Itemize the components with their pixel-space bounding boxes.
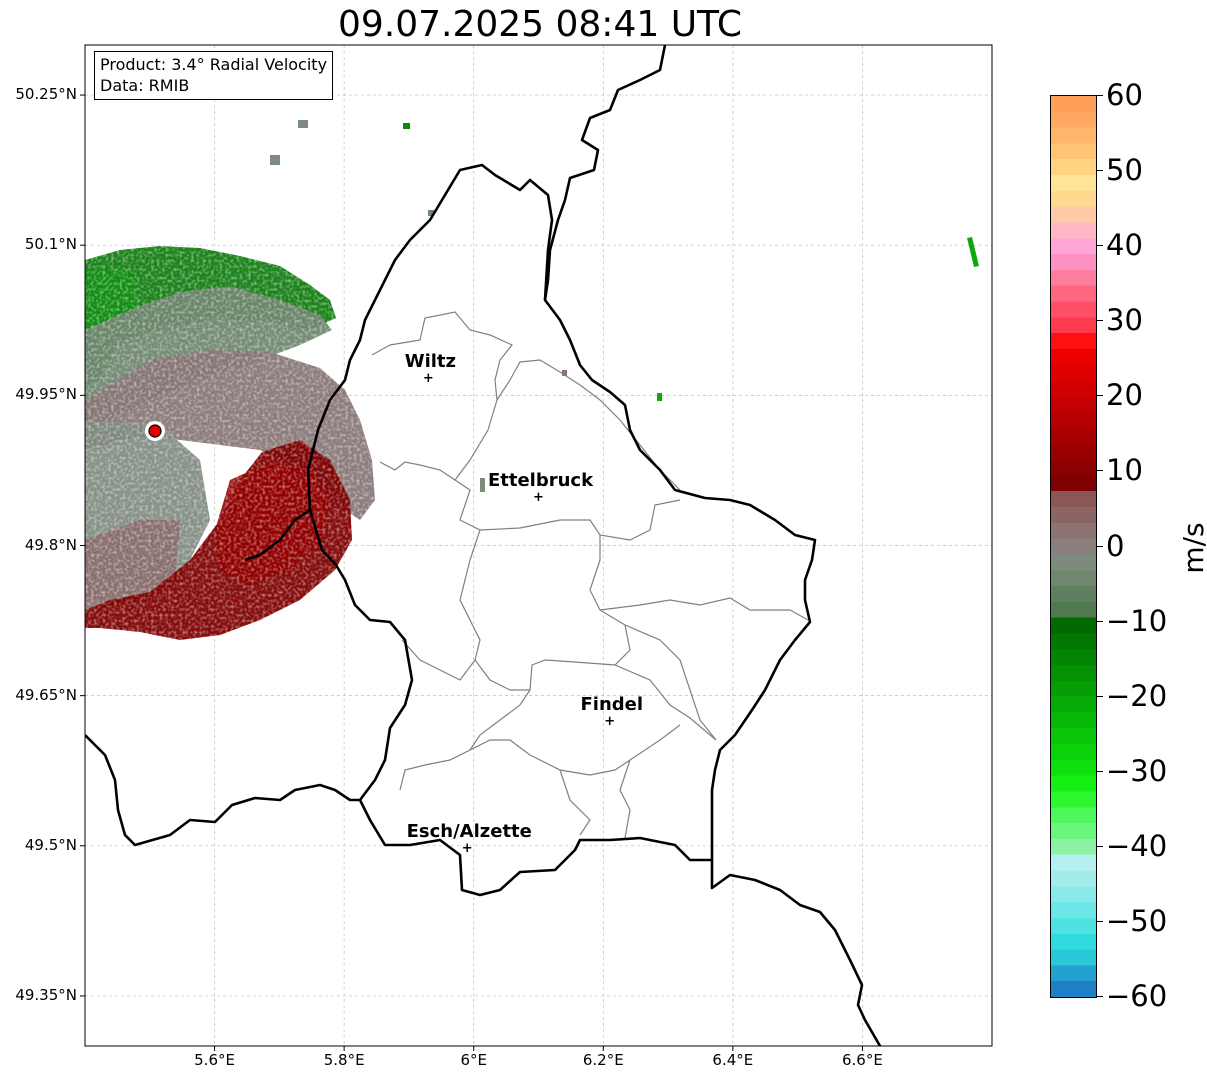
lon-tick-label: 5.8°E [323, 1051, 365, 1069]
map-border [84, 44, 993, 1047]
colorbar-tick [1096, 695, 1103, 697]
lat-tick-label: 49.8°N [24, 535, 77, 554]
colorbar [1050, 95, 1097, 998]
colorbar-tick [1096, 920, 1103, 922]
colorbar-tick-label: −40 [1106, 828, 1168, 863]
echo-isolated [403, 123, 410, 129]
product-info-box: Product: 3.4° Radial Velocity Data: RMIB [94, 51, 334, 100]
lat-tick-label: 49.65°N [15, 685, 77, 704]
echo-isolated [657, 393, 662, 401]
colorbar-tick-label: 50 [1106, 153, 1143, 188]
colorbar-tick [1096, 470, 1103, 472]
canton-boundaries [371, 311, 809, 839]
lon-tick-marks [214, 1046, 863, 1051]
lat-tick-label: 50.25°N [15, 85, 77, 104]
colorbar-tick [1096, 95, 1103, 96]
colorbar-unit-label: m/s [1177, 522, 1207, 574]
colorbar-tick-label: 30 [1106, 303, 1143, 338]
colorbar-tick [1096, 170, 1103, 172]
colorbar-tick-label: −30 [1106, 753, 1168, 788]
colorbar-tick-label: 0 [1106, 528, 1125, 563]
city-marker: + [533, 490, 544, 506]
border-belgium-south [244, 508, 311, 562]
border-germany-east [543, 45, 882, 1046]
lat-tick-label: 49.5°N [24, 835, 77, 854]
colorbar-tick-label: 60 [1106, 78, 1143, 112]
chart-title: 09.07.2025 08:41 UTC [337, 4, 743, 45]
city-label: Findel [580, 693, 644, 715]
city-marker: + [461, 840, 473, 856]
colorbar-tick [1096, 320, 1103, 322]
lon-tick-label: 5.6°E [194, 1051, 235, 1069]
colorbar-tick [1096, 770, 1103, 772]
border-france-belgium [85, 734, 360, 847]
colorbar-tick-label: 40 [1106, 228, 1143, 263]
echo-isolated [428, 210, 434, 216]
colorbar-tick-label: 20 [1106, 378, 1143, 413]
colorbar-tick-label: −50 [1106, 903, 1168, 938]
lon-tick-label: 6.6°E [842, 1051, 883, 1069]
city-marker: + [422, 371, 434, 387]
city-label: Esch/Alzette [406, 820, 532, 842]
city-marker: + [604, 713, 616, 729]
lon-tick-label: 6°E [460, 1051, 487, 1069]
colorbar-tick-label: −20 [1106, 678, 1168, 713]
border-luxembourg-north-west [306, 163, 712, 897]
echo-isolated [270, 155, 280, 165]
echo-speckle [85, 240, 385, 660]
product-label: Product: 3.4° Radial Velocity [100, 55, 328, 74]
colorbar-tick [1096, 620, 1103, 622]
colorbar-tick [1096, 545, 1103, 547]
lat-tick-label: 50.1°N [24, 235, 77, 254]
colorbar-tick [1096, 395, 1103, 397]
lat-tick-marks [80, 94, 85, 997]
echo-isolated [562, 370, 567, 376]
lat-tick-label: 49.95°N [15, 385, 77, 404]
colorbar-tick-label: −10 [1106, 603, 1168, 638]
radar-site-marker [145, 421, 165, 441]
echo-isolated [298, 120, 308, 128]
echo-isolated [480, 478, 485, 492]
echo-isolated [967, 237, 979, 267]
lat-tick-label: 49.35°N [15, 985, 77, 1004]
radar-velocity-echoes [85, 120, 979, 660]
colorbar-tick [1096, 996, 1103, 997]
lon-tick-label: 6.4°E [712, 1051, 754, 1069]
colorbar-tick-label: −60 [1106, 979, 1168, 1013]
city-label: Wiltz [404, 351, 456, 373]
lon-tick-label: 6.2°E [582, 1051, 624, 1069]
colorbar-tick-label: 10 [1106, 453, 1143, 488]
colorbar-tick [1096, 845, 1103, 847]
country-borders [85, 45, 882, 1046]
city-label: Ettelbruck [487, 470, 594, 492]
data-source-label: Data: RMIB [100, 76, 190, 95]
colorbar-tick [1096, 245, 1103, 247]
